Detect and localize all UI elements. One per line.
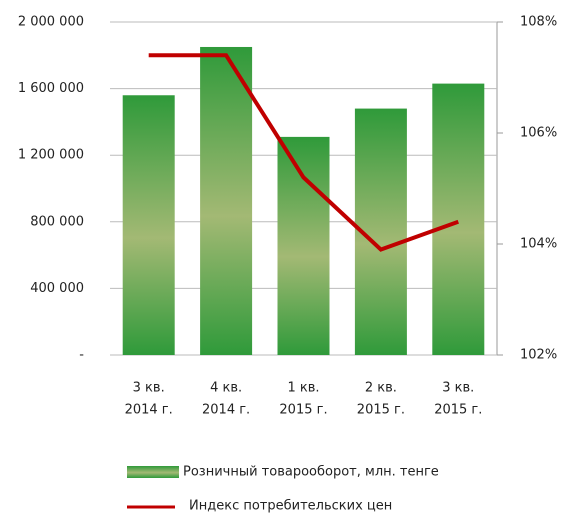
y-tick-label: 1 600 000: [18, 81, 84, 96]
x-tick-label: 2015 г.: [357, 403, 405, 418]
x-tick-label: 2014 г.: [202, 403, 250, 418]
x-tick-label: 2015 г.: [434, 403, 482, 418]
x-tick-label: 2014 г.: [125, 403, 173, 418]
x-tick-label: 2015 г.: [279, 403, 327, 418]
line-series: [148, 53, 459, 252]
y-tick-label: 800 000: [30, 214, 84, 229]
bar: [432, 83, 485, 355]
y-tick-label: 1 200 000: [18, 148, 84, 163]
y2-tick-label: 108%: [520, 15, 557, 30]
x-tick-label: 1 кв.: [287, 381, 319, 396]
y2-tick-label: 104%: [520, 237, 557, 252]
legend-swatch-bar: [127, 466, 179, 478]
y2-tick-label: 102%: [520, 348, 557, 363]
y-tick-label: 400 000: [30, 281, 84, 296]
bar: [122, 95, 175, 355]
x-tick-label: 2 кв.: [365, 381, 397, 396]
legend-label: Розничный товарооборот, млн. тенге: [183, 465, 439, 480]
x-tick-label: 4 кв.: [210, 381, 242, 396]
bar: [200, 46, 253, 355]
x-tick-label: 3 кв.: [133, 381, 165, 396]
x-tick-label: 3 кв.: [442, 381, 474, 396]
y-tick-label: 2 000 000: [18, 15, 84, 30]
bar: [277, 136, 330, 355]
legend-label: Индекс потребительских цен: [189, 499, 392, 514]
y-tick-label: -: [79, 348, 84, 363]
y2-tick-label: 106%: [520, 126, 557, 141]
